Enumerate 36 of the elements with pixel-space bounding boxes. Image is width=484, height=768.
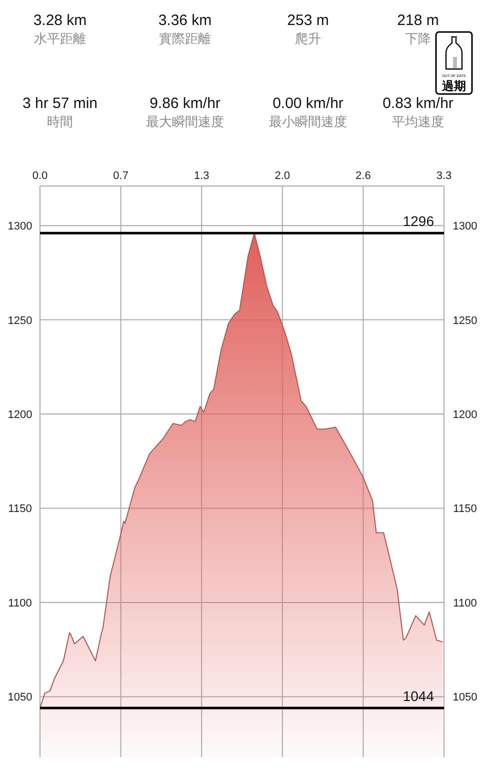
y2-tick-label: 1300 (452, 220, 478, 233)
y2-tick-label: 1050 (452, 692, 478, 704)
text: 253 m (287, 12, 329, 29)
text: 最大瞬間速度 (146, 114, 224, 129)
text: 平均速度 (392, 114, 444, 129)
text: 0.83 km/hr (382, 95, 454, 112)
x-tick-label: 1.3 (194, 170, 210, 182)
y2-tick-label: 1150 (453, 503, 477, 516)
text: 218 m (397, 12, 439, 29)
y-tick-label: 1150 (8, 503, 32, 516)
y2-tick-label: 1100 (453, 597, 477, 610)
y2-tick-label: 1250 (452, 314, 478, 327)
y-tick-label: 1100 (8, 597, 32, 610)
text: 時間 (47, 114, 73, 129)
y-tick-label: 1050 (8, 692, 32, 704)
x-tick-label: 3.3 (436, 170, 452, 182)
text: 最小瞬間速度 (269, 114, 347, 129)
text: 實際距離 (159, 31, 211, 46)
text: 3.28 km (33, 12, 87, 29)
text: 0.00 km/hr (272, 95, 344, 112)
y2-tick-label: 1200 (452, 409, 478, 422)
ref-line-label: 1296 (402, 213, 434, 230)
text: 水平距離 (34, 31, 86, 46)
ref-line-label: 1044 (402, 688, 434, 704)
text: 3.36 km (158, 12, 212, 29)
text: 爬升 (295, 31, 321, 46)
x-tick-label: 2.0 (274, 170, 290, 182)
x-tick-label: 2.6 (356, 170, 371, 182)
y-tick-label: 1250 (8, 314, 32, 327)
y-tick-label: 1300 (8, 220, 32, 233)
text: 下降 (405, 31, 431, 46)
x-tick-label: 0.0 (32, 170, 48, 182)
text: 3 hr 57 min (22, 95, 98, 112)
x-tick-label: 0.7 (113, 170, 128, 182)
text: 9.86 km/hr (150, 95, 220, 112)
y-tick-label: 1200 (8, 409, 32, 422)
